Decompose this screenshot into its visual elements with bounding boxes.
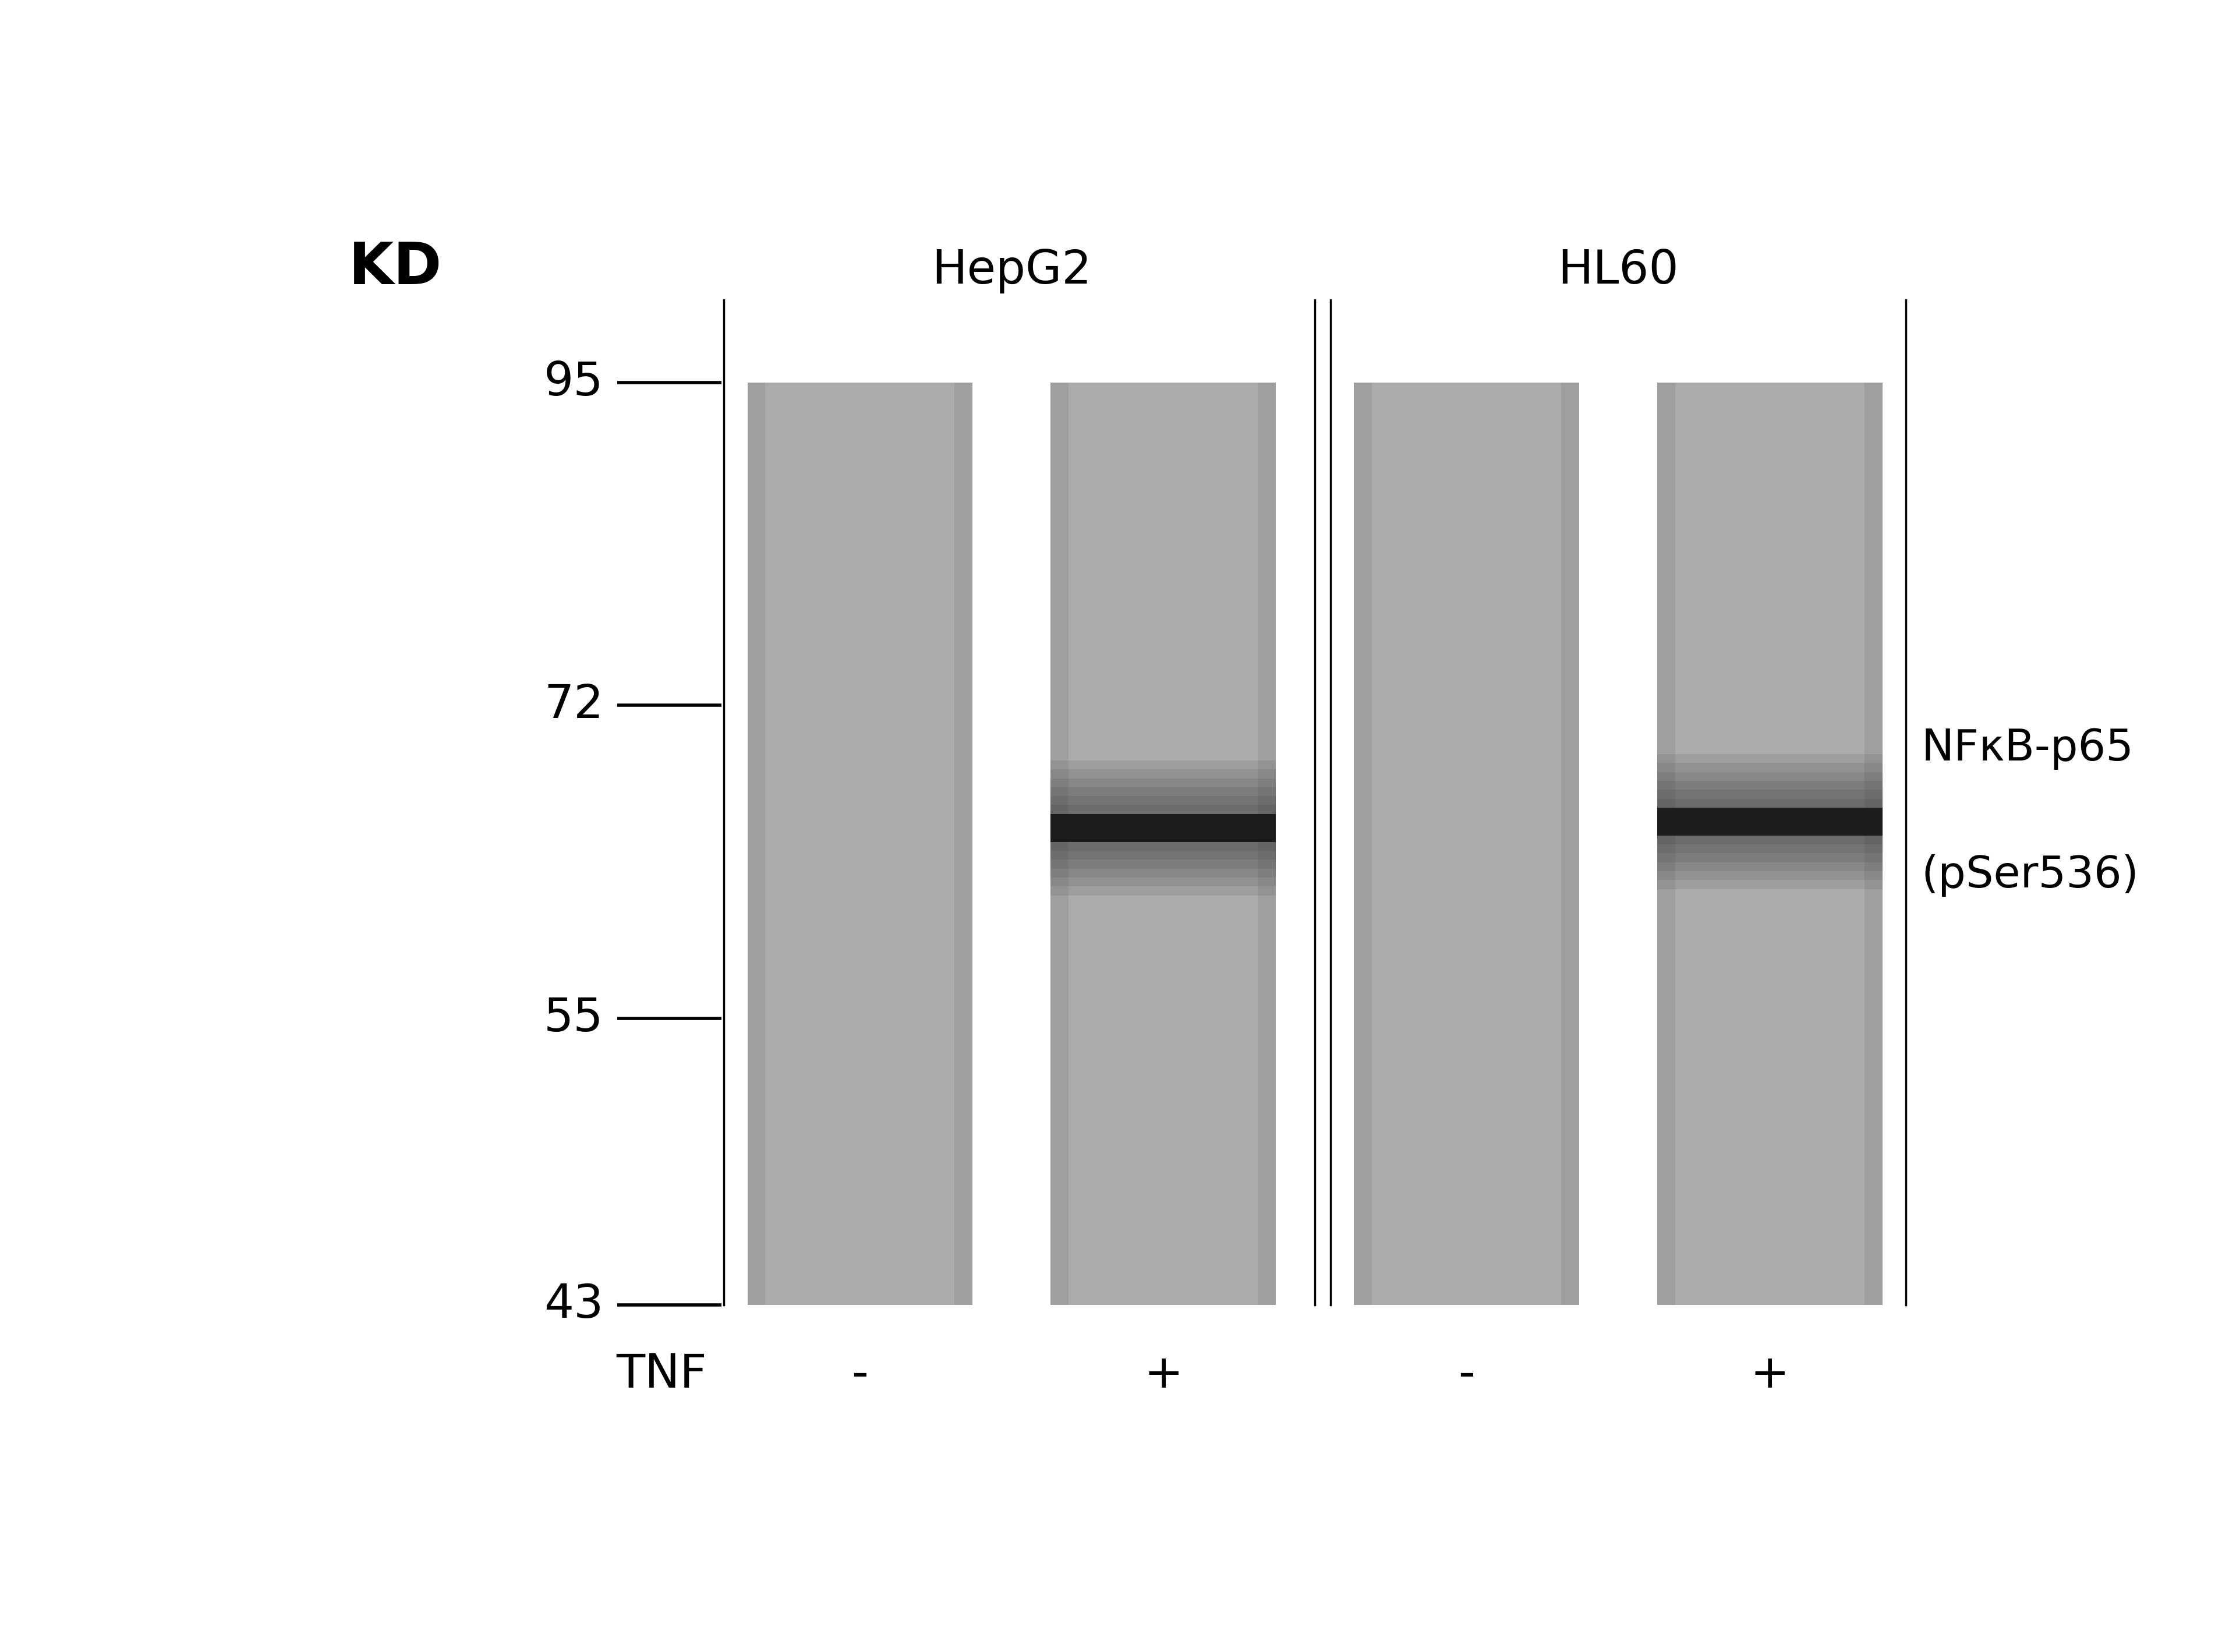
Text: (pSer536): (pSer536) xyxy=(1921,854,2140,897)
Bar xyxy=(747,383,765,1305)
Bar xyxy=(1259,383,1277,1305)
Text: 95: 95 xyxy=(543,360,604,405)
Bar xyxy=(1657,763,1883,881)
Bar xyxy=(1657,808,1883,836)
Bar xyxy=(1051,814,1277,843)
Bar xyxy=(1353,383,1579,1305)
Bar xyxy=(955,383,973,1305)
Bar xyxy=(747,383,973,1305)
Bar xyxy=(1051,770,1277,887)
Text: HL60: HL60 xyxy=(1558,248,1679,294)
Text: -: - xyxy=(852,1353,868,1398)
Bar xyxy=(1051,805,1277,851)
Text: HepG2: HepG2 xyxy=(932,248,1091,294)
Text: 72: 72 xyxy=(543,682,604,729)
Text: +: + xyxy=(1751,1353,1789,1398)
Bar xyxy=(1657,781,1883,862)
Bar xyxy=(1051,796,1277,859)
Text: KD: KD xyxy=(349,240,443,296)
Bar xyxy=(1051,778,1277,877)
Bar xyxy=(1865,383,1883,1305)
Text: +: + xyxy=(1143,1353,1183,1398)
Text: NFκB-p65: NFκB-p65 xyxy=(1921,727,2133,770)
Bar xyxy=(1657,771,1883,871)
Bar xyxy=(1051,383,1069,1305)
Text: 55: 55 xyxy=(543,996,604,1041)
Bar xyxy=(1051,760,1277,895)
Bar xyxy=(1657,383,1883,1305)
Bar xyxy=(1657,753,1883,889)
Text: TNF: TNF xyxy=(617,1353,707,1398)
Bar xyxy=(1657,383,1675,1305)
Bar xyxy=(1051,788,1277,869)
Bar xyxy=(1353,383,1373,1305)
Bar xyxy=(1051,383,1277,1305)
Bar xyxy=(1657,798,1883,844)
Bar xyxy=(1561,383,1579,1305)
Text: 43: 43 xyxy=(543,1282,604,1328)
Bar xyxy=(1657,790,1883,854)
Text: -: - xyxy=(1458,1353,1476,1398)
